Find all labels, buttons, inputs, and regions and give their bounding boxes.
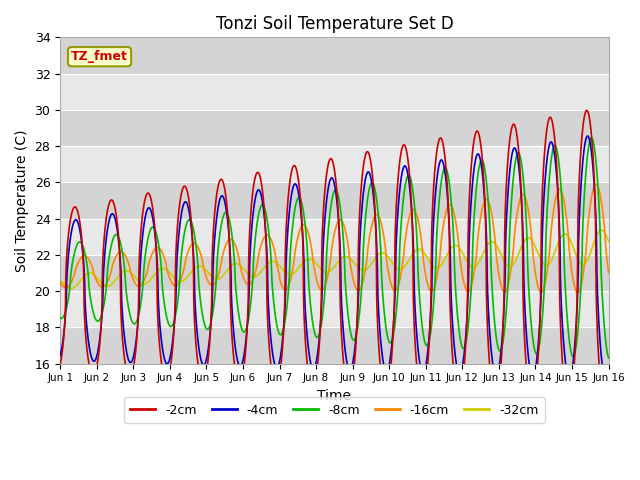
Legend: -2cm, -4cm, -8cm, -16cm, -32cm: -2cm, -4cm, -8cm, -16cm, -32cm [124,397,545,423]
Y-axis label: Soil Temperature (C): Soil Temperature (C) [15,129,29,272]
Bar [60,327,609,364]
Bar [60,182,609,219]
Bar [60,255,609,291]
Title: Tonzi Soil Temperature Set D: Tonzi Soil Temperature Set D [216,15,453,33]
Bar [60,146,609,182]
Bar [60,291,609,327]
Text: TZ_fmet: TZ_fmet [71,50,128,63]
Bar [60,37,609,73]
Bar [60,110,609,146]
X-axis label: Time: Time [317,389,351,403]
Bar [60,219,609,255]
Bar [60,73,609,110]
